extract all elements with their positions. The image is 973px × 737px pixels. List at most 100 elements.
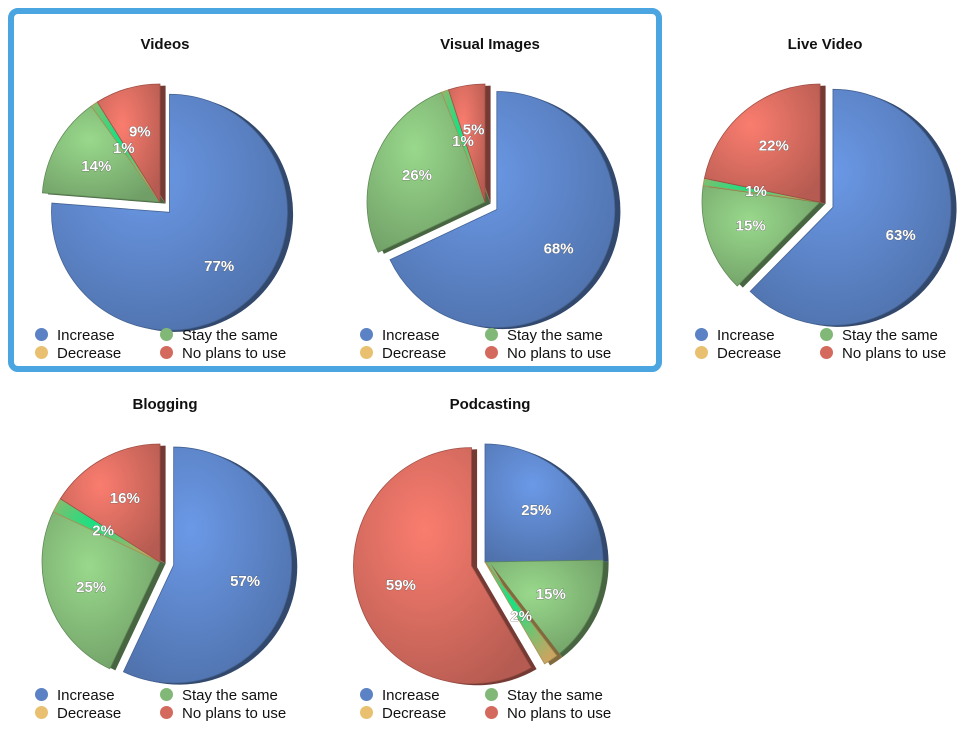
slice-label-decrease: 2% xyxy=(92,523,114,540)
slice-label-stay-the-same: 14% xyxy=(81,158,111,175)
pie-slice-no-plans-to-use xyxy=(353,447,537,686)
chart-videos: Videos 77% 14% 1% 9% Increase Stay the same D… xyxy=(0,32,330,377)
legend-item-decrease: Decrease xyxy=(360,705,446,722)
legend-swatch xyxy=(360,706,373,719)
legend-item-decrease: Decrease xyxy=(35,705,121,722)
chart-title: Blogging xyxy=(132,396,198,413)
pie-chart: 57% 25% 2% 16% xyxy=(41,443,298,685)
legend-item-no-plans-to-use: No plans to use xyxy=(160,705,286,722)
pie-slice-increase xyxy=(484,443,609,564)
legend-label: Stay the same xyxy=(182,687,278,704)
legend-item-no-plans-to-use: No plans to use xyxy=(160,345,286,362)
legend-label: Decrease xyxy=(57,345,122,362)
legend-label: Increase xyxy=(57,687,115,704)
legend-item-decrease: Decrease xyxy=(695,345,781,362)
legend-label: Decrease xyxy=(382,705,447,722)
legend-swatch xyxy=(160,688,173,701)
pie-slice-no-plans-to-use xyxy=(96,83,166,204)
legend-item-stay-the-same: Stay the same xyxy=(160,327,278,344)
pie-slice-stay-the-same xyxy=(484,559,609,658)
slice-label-increase: 77% xyxy=(204,258,234,275)
legend-swatch xyxy=(695,328,708,341)
slice-label-no-plans-to-use: 9% xyxy=(129,124,151,141)
pie-chart: 25% 15%2% 59% xyxy=(353,443,609,686)
pie-slice-increase xyxy=(51,93,294,332)
legend-item-increase: Increase xyxy=(35,327,115,344)
legend-label: Decrease xyxy=(382,345,447,362)
slice-label-no-plans-to-use: 59% xyxy=(386,577,416,594)
slice-label-no-plans-to-use: 16% xyxy=(110,490,140,507)
slice-label-stay-the-same: 25% xyxy=(76,579,106,596)
legend-swatch xyxy=(695,346,708,359)
legend-item-increase: Increase xyxy=(35,687,115,704)
legend-label: No plans to use xyxy=(182,705,287,722)
pie-slice-stay-the-same xyxy=(366,91,491,254)
legend-label: Increase xyxy=(717,327,775,344)
pie-slice-increase xyxy=(389,91,621,330)
slice-label-increase: 25% xyxy=(521,502,551,519)
legend-item-no-plans-to-use: No plans to use xyxy=(485,705,611,722)
slice-label-no-plans-to-use: 5% xyxy=(463,122,485,139)
legend-swatch xyxy=(360,688,373,701)
legend-item-stay-the-same: Stay the same xyxy=(160,687,278,704)
slice-label-increase: 57% xyxy=(230,573,260,590)
slice-label-stay-the-same: 26% xyxy=(402,167,432,184)
legend-label: Stay the same xyxy=(507,327,603,344)
pie-slice-no-plans-to-use xyxy=(448,83,491,204)
legend-swatch xyxy=(160,706,173,719)
slice-label-decrease: 1% xyxy=(745,183,767,200)
legend-swatch xyxy=(485,346,498,359)
pie-slice-increase xyxy=(122,446,298,685)
pie-slice-increase xyxy=(749,88,957,327)
legend-label: Increase xyxy=(57,327,115,344)
pie-slice-no-plans-to-use xyxy=(703,83,826,204)
legend-swatch xyxy=(160,346,173,359)
chart-title: Podcasting xyxy=(449,396,531,413)
legend-swatch xyxy=(160,328,173,341)
legend-item-increase: Increase xyxy=(360,687,440,704)
chart-blogging: Blogging 57% 25% 2% 16% Increase Stay the sa… xyxy=(0,392,330,737)
legend-label: Stay the same xyxy=(182,327,278,344)
legend-swatch xyxy=(485,688,498,701)
legend-swatch xyxy=(35,346,48,359)
slice-label-stay-the-same: 15% xyxy=(536,586,566,603)
pie-slice-no-plans-to-use xyxy=(59,443,166,564)
legend-swatch xyxy=(360,328,373,341)
pie-slice-stay-the-same xyxy=(41,105,166,204)
legend-item-decrease: Decrease xyxy=(360,345,446,362)
slice-label-no-plans-to-use: 22% xyxy=(759,137,789,154)
legend-item-no-plans-to-use: No plans to use xyxy=(820,345,946,362)
legend-swatch xyxy=(485,328,498,341)
legend-swatch xyxy=(485,706,498,719)
pie-slice-decrease xyxy=(484,561,563,666)
legend-item-stay-the-same: Stay the same xyxy=(485,327,603,344)
pie-slice-stay-the-same xyxy=(701,185,826,288)
pie-chart: 63% 15% 1% 22% xyxy=(701,83,957,327)
chart-live-video: Live Video 63% 15% 1% 22% Increase Stay the … xyxy=(660,32,973,377)
slice-label-decrease: 2% xyxy=(510,608,532,625)
legend-swatch xyxy=(35,328,48,341)
legend-swatch xyxy=(360,346,373,359)
legend-item-increase: Increase xyxy=(360,327,440,344)
legend-item-stay-the-same: Stay the same xyxy=(485,687,603,704)
chart-visual-images: Visual Images 68% 26% 1% 5% Increase Stay th… xyxy=(325,32,655,377)
chart-title: Visual Images xyxy=(440,36,540,53)
slice-label-decrease: 1% xyxy=(113,140,135,157)
legend-swatch xyxy=(820,328,833,341)
slice-label-stay-the-same: 15% xyxy=(736,218,766,235)
legend-swatch xyxy=(35,706,48,719)
highlight-box xyxy=(8,8,662,372)
legend-swatch xyxy=(820,346,833,359)
legend-item-increase: Increase xyxy=(695,327,775,344)
legend-label: No plans to use xyxy=(507,705,612,722)
legend-label: Decrease xyxy=(717,345,782,362)
legend-swatch xyxy=(35,688,48,701)
pie-slice-stay-the-same xyxy=(41,511,166,671)
legend-item-stay-the-same: Stay the same xyxy=(820,327,938,344)
legend-item-no-plans-to-use: No plans to use xyxy=(485,345,611,362)
legend-label: No plans to use xyxy=(182,345,287,362)
pie-chart: 68% 26% 1%5% xyxy=(366,83,621,330)
legend-label: Stay the same xyxy=(842,327,938,344)
legend-label: Increase xyxy=(382,687,440,704)
legend-label: Increase xyxy=(382,327,440,344)
